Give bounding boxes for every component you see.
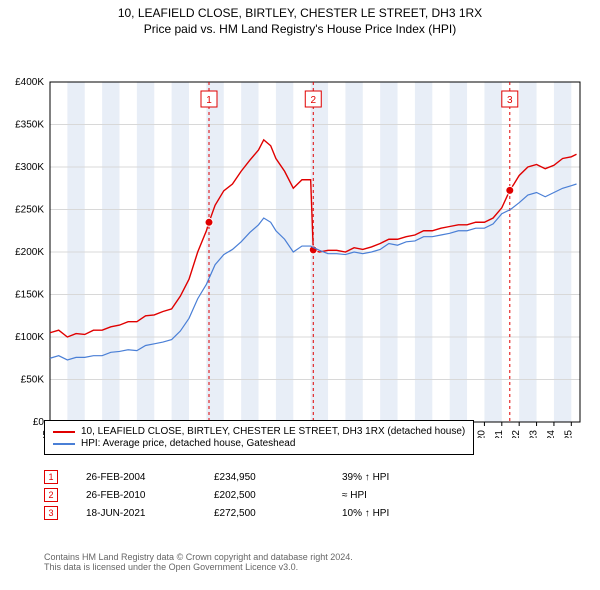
svg-text:2025: 2025 [563, 430, 574, 438]
event-marker: 1 [44, 470, 58, 484]
legend-label: HPI: Average price, detached house, Gate… [81, 438, 295, 449]
legend-swatch [53, 443, 75, 445]
legend-label: 10, LEAFIELD CLOSE, BIRTLEY, CHESTER LE … [81, 426, 465, 437]
legend-item: 10, LEAFIELD CLOSE, BIRTLEY, CHESTER LE … [53, 426, 465, 437]
title-line1: 10, LEAFIELD CLOSE, BIRTLEY, CHESTER LE … [0, 6, 600, 20]
event-price: £202,500 [214, 490, 314, 501]
legend-swatch [53, 431, 75, 433]
event-date: 26-FEB-2010 [86, 490, 186, 501]
event-date: 18-JUN-2021 [86, 508, 186, 519]
event-price: £272,500 [214, 508, 314, 519]
legend-item: HPI: Average price, detached house, Gate… [53, 438, 465, 449]
svg-text:£300K: £300K [15, 162, 44, 173]
event-delta: ≈ HPI [342, 490, 442, 501]
svg-text:£250K: £250K [15, 205, 44, 216]
event-row: 3 18-JUN-2021 £272,500 10% ↑ HPI [44, 506, 442, 520]
event-delta: 10% ↑ HPI [342, 508, 442, 519]
events-table: 1 26-FEB-2004 £234,950 39% ↑ HPI 2 26-FEB-201… [44, 466, 442, 524]
svg-text:3: 3 [507, 95, 513, 106]
attribution-footer: Contains HM Land Registry data © Crown c… [44, 552, 353, 572]
svg-text:2024: 2024 [546, 430, 557, 438]
event-marker: 3 [44, 506, 58, 520]
legend: 10, LEAFIELD CLOSE, BIRTLEY, CHESTER LE … [44, 420, 474, 455]
svg-text:£50K: £50K [21, 375, 45, 386]
chart-container: 10, LEAFIELD CLOSE, BIRTLEY, CHESTER LE … [0, 0, 600, 590]
svg-text:£150K: £150K [15, 290, 44, 301]
svg-text:2023: 2023 [529, 430, 540, 438]
svg-text:£200K: £200K [15, 247, 44, 258]
event-row: 2 26-FEB-2010 £202,500 ≈ HPI [44, 488, 442, 502]
svg-text:2022: 2022 [511, 430, 522, 438]
footer-line1: Contains HM Land Registry data © Crown c… [44, 552, 353, 562]
svg-text:2021: 2021 [494, 430, 505, 438]
svg-text:2020: 2020 [476, 430, 487, 438]
event-price: £234,950 [214, 472, 314, 483]
svg-text:2: 2 [310, 95, 316, 106]
svg-text:£0: £0 [33, 417, 45, 428]
svg-text:£100K: £100K [15, 332, 44, 343]
event-row: 1 26-FEB-2004 £234,950 39% ↑ HPI [44, 470, 442, 484]
event-marker: 2 [44, 488, 58, 502]
line-chart: £0 £50K £100K £150K £200K £250K £300K £350K £400… [0, 38, 600, 438]
svg-text:£350K: £350K [15, 120, 44, 131]
event-delta: 39% ↑ HPI [342, 472, 442, 483]
svg-text:£400K: £400K [15, 77, 44, 88]
title-line2: Price paid vs. HM Land Registry's House … [0, 22, 600, 36]
event-date: 26-FEB-2004 [86, 472, 186, 483]
title-block: 10, LEAFIELD CLOSE, BIRTLEY, CHESTER LE … [0, 0, 600, 38]
svg-text:1: 1 [206, 95, 212, 106]
footer-line2: This data is licensed under the Open Gov… [44, 562, 353, 572]
